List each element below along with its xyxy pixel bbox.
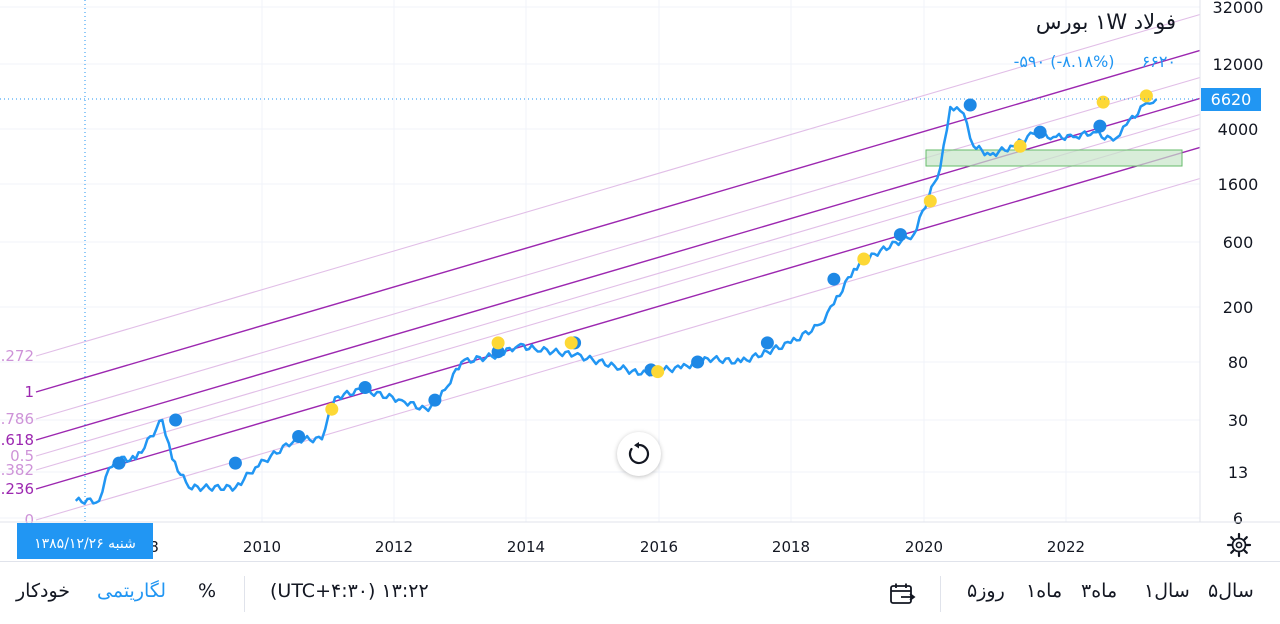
y-tick-label: 6 — [1233, 509, 1243, 528]
range-1m[interactable]: ۱ماه — [1026, 580, 1063, 602]
bottom-toolbar: ۵سال ۱سال ۳ماه ۱ماه ۵روز (UTC+۴:۳۰) ۱۳:۲… — [0, 561, 1280, 624]
yellow-signal-marker — [1013, 139, 1027, 153]
timezone-clock[interactable]: (UTC+۴:۳۰) ۱۳:۲۲ — [270, 580, 429, 602]
fib-level-label: 0 — [24, 511, 34, 529]
blue-signal-marker — [963, 98, 977, 112]
fib-line — [35, 146, 1201, 490]
price-axis[interactable]: 32000 12000 4000 1600 600 200 80 30 13 6 — [1199, 0, 1264, 528]
range-1y[interactable]: ۱سال — [1144, 580, 1190, 602]
time-axis[interactable]: 8 2010 2012 2014 2016 2018 2020 2022 — [0, 521, 1280, 556]
fib-level-label: 0.5 — [10, 447, 34, 465]
blue-signal-marker — [169, 413, 183, 427]
blue-signal-marker — [1093, 119, 1107, 133]
y-tick-label: 12000 — [1213, 55, 1264, 74]
support-zone — [925, 149, 1183, 167]
fib-level-label: 1.272 — [0, 347, 34, 365]
y-tick-label: 13 — [1228, 463, 1248, 482]
auto-scale-toggle[interactable]: خودکار — [16, 580, 71, 602]
last-price: ۶۶۲۰ — [1141, 52, 1176, 71]
blue-signal-marker — [760, 336, 774, 350]
toolbar-divider — [940, 576, 941, 612]
blue-signal-marker — [893, 228, 907, 242]
y-tick-label: 200 — [1223, 298, 1254, 317]
price-change: -۵۹۰ (-۸.۱۸%) — [1013, 52, 1115, 71]
yellow-signal-marker — [491, 336, 505, 350]
x-tick-label: 2016 — [640, 538, 678, 556]
x-tick-label: 2010 — [243, 538, 281, 556]
y-tick-label: 30 — [1228, 411, 1248, 430]
blue-signal-marker — [358, 381, 372, 394]
toolbar-divider — [244, 576, 245, 612]
percent-scale-toggle[interactable]: % — [198, 580, 217, 602]
yellow-signal-marker — [1096, 95, 1110, 109]
fib-level-label: 0.786 — [0, 410, 34, 428]
x-tick-label: 2012 — [375, 538, 413, 556]
y-tick-label: 80 — [1228, 353, 1248, 372]
reset-chart-button[interactable] — [617, 432, 661, 476]
blue-signal-marker — [292, 430, 306, 443]
quote-line: -۵۹۰ (-۸.۱۸%) ۶۶۲۰ — [992, 52, 1176, 71]
price-line — [74, 98, 1158, 505]
fib-level-label: 0.382 — [0, 461, 34, 479]
fib-level-label: 0.618 — [0, 431, 34, 449]
fib-line — [35, 177, 1201, 521]
blue-signal-marker — [428, 393, 442, 407]
x-tick-label: 2020 — [905, 538, 943, 556]
x-tick-label: 2014 — [507, 538, 545, 556]
signal-markers — [112, 89, 1153, 470]
blue-signal-marker — [112, 456, 126, 470]
yellow-signal-marker — [325, 402, 339, 416]
fib-line — [35, 76, 1201, 420]
crosshair-date-tag: شنبه ۱۳۸۵/۱۲/۲۶ — [17, 523, 153, 559]
yellow-signal-marker — [923, 194, 937, 208]
go-to-date-calendar-icon[interactable] — [888, 582, 916, 611]
y-tick-label: 600 — [1223, 233, 1254, 252]
last-price-tag: 6620 — [1201, 88, 1261, 111]
blue-signal-marker — [1033, 125, 1047, 139]
yellow-signal-marker — [651, 365, 665, 379]
fib-line — [35, 113, 1201, 457]
blue-signal-marker — [228, 456, 242, 470]
x-tick-label: 8 — [149, 538, 159, 556]
blue-signal-marker — [827, 272, 841, 286]
fib-line — [35, 49, 1201, 393]
yellow-signal-marker — [857, 252, 871, 266]
chart-grid — [0, 0, 1200, 522]
yellow-signal-marker — [1139, 89, 1153, 103]
y-tick-label: 1600 — [1218, 175, 1259, 194]
log-scale-toggle[interactable]: لگاریتمی — [97, 580, 167, 602]
range-5d[interactable]: ۵روز — [967, 580, 1005, 602]
range-5y[interactable]: ۵سال — [1208, 580, 1254, 602]
y-tick-label: 32000 — [1213, 0, 1264, 17]
blue-signal-marker — [691, 355, 705, 369]
x-tick-label: 2018 — [772, 538, 810, 556]
reset-icon — [628, 442, 650, 465]
fib-level-label: 1 — [24, 383, 34, 401]
fib-line — [35, 127, 1201, 471]
fib-line — [35, 13, 1201, 357]
yellow-signal-marker — [564, 336, 578, 350]
range-3m[interactable]: ۳ماه — [1081, 580, 1118, 602]
symbol-title: فولاد ۱W بورس — [1035, 10, 1176, 34]
y-tick-label: 4000 — [1218, 120, 1259, 139]
settings-gear-icon[interactable] — [1226, 532, 1252, 558]
fib-level-label: 0.236 — [0, 480, 34, 498]
x-tick-label: 2022 — [1047, 538, 1085, 556]
